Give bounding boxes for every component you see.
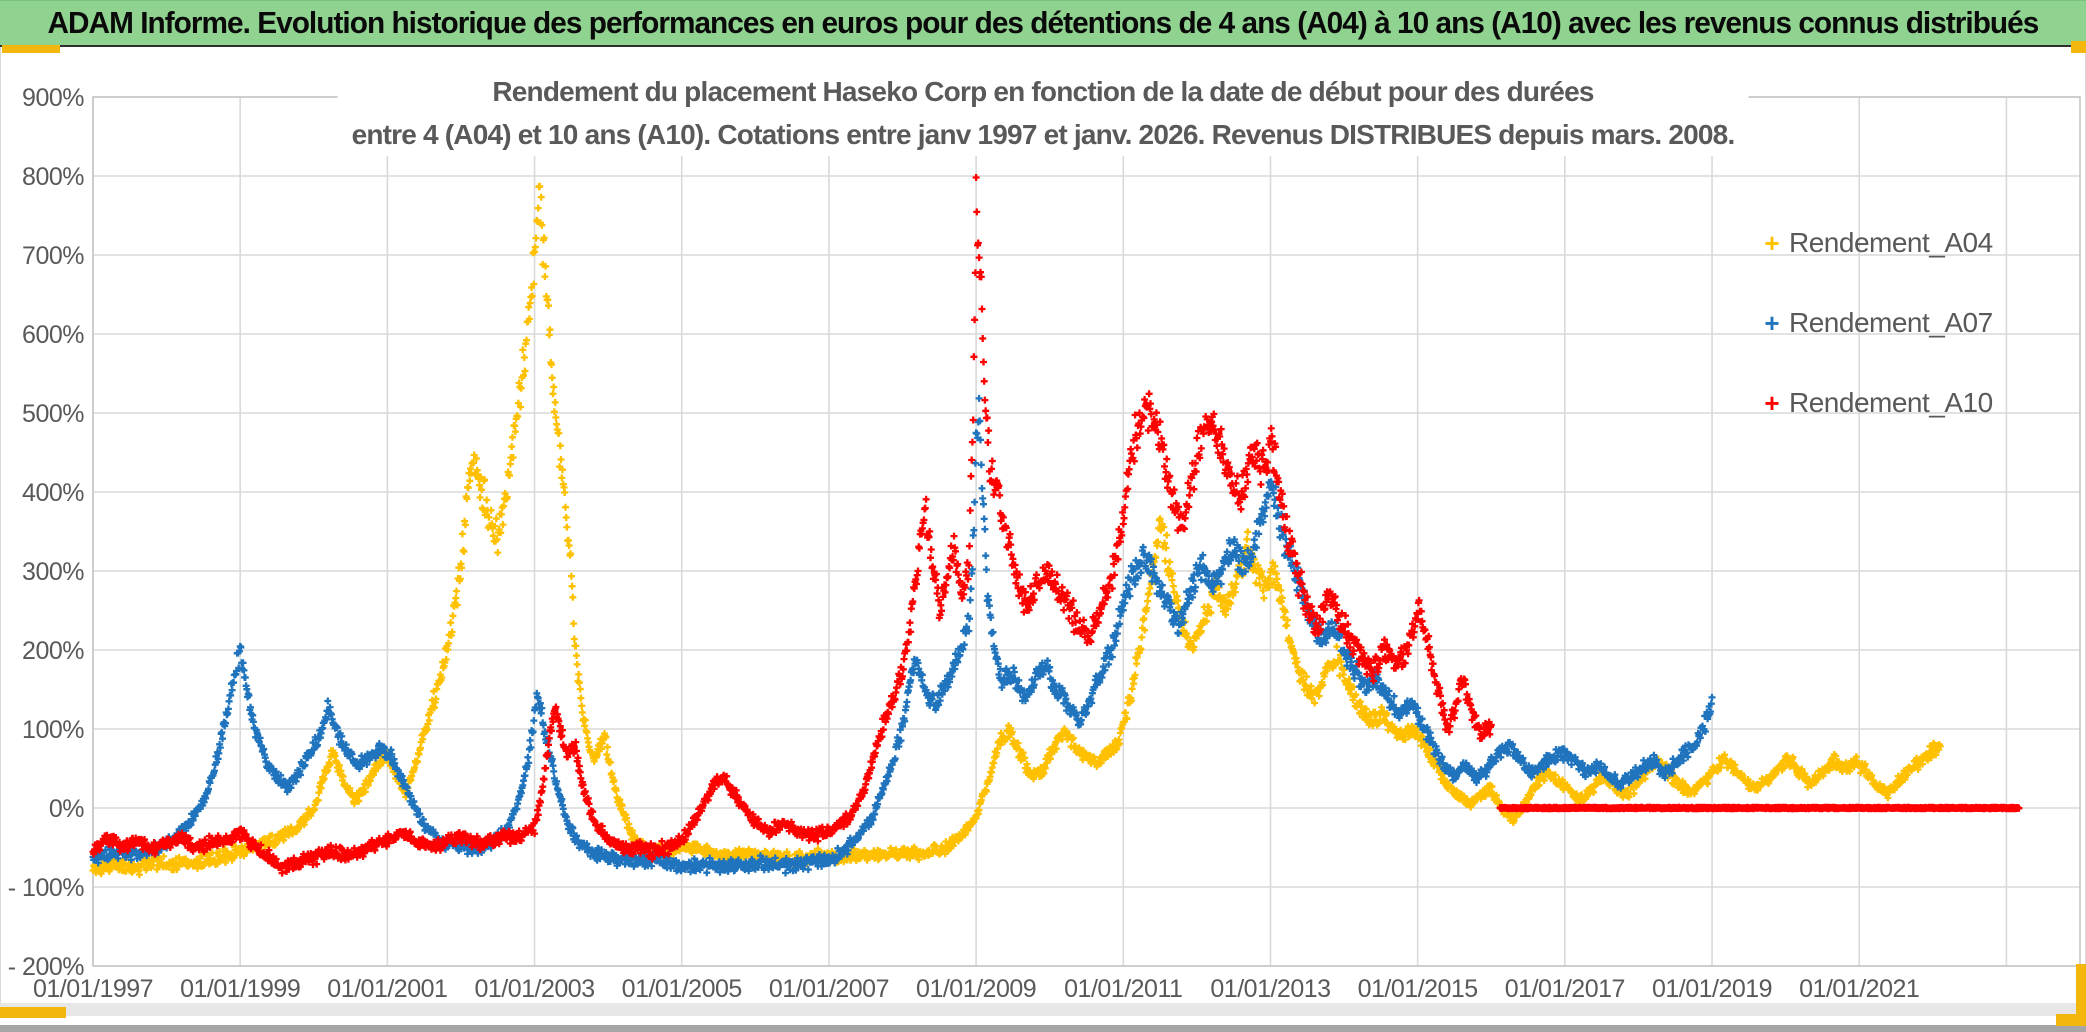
y-axis-tick-label: - 200%: [8, 953, 84, 981]
x-axis-tick-label: 01/01/2007: [769, 975, 889, 1003]
y-axis-tick-label: 400%: [22, 479, 84, 507]
x-axis-tick-label: 01/01/2015: [1358, 975, 1478, 1003]
y-axis-tick-label: 0%: [49, 795, 84, 823]
y-axis-tick-label: 600%: [22, 321, 84, 349]
plus-marker-icon: +: [1764, 308, 1780, 338]
x-axis-tick-label: 01/01/2019: [1652, 975, 1772, 1003]
chart-area[interactable]: [0, 46, 2086, 1003]
y-axis-tick-label: 300%: [22, 558, 84, 586]
y-axis-tick-label: 500%: [22, 400, 84, 428]
x-axis-tick-label: 01/01/2021: [1799, 975, 1919, 1003]
x-axis-tick-label: 01/01/1999: [180, 975, 300, 1003]
x-axis-tick-label: 01/01/2003: [474, 975, 594, 1003]
y-axis-tick-label: - 100%: [8, 874, 84, 902]
chart-title-line2: entre 4 (A04) et 10 ans (A10). Cotations…: [351, 119, 1736, 150]
legend-label: Rendement_A07: [1789, 307, 1993, 338]
x-axis-tick-label: 01/01/2013: [1210, 975, 1330, 1003]
selection-handle-top-left: [2, 45, 60, 53]
banner-title-text: ADAM Informe. Evolution historique des p…: [47, 5, 2040, 40]
x-axis-tick-label: 01/01/2001: [327, 975, 447, 1003]
chart-legend: + Rendement_A04 + Rendement_A07 + Rendem…: [1755, 203, 1993, 443]
selection-handle-bottom-right-horizontal: [2056, 1014, 2086, 1026]
y-axis-tick-label: 100%: [22, 716, 84, 744]
x-axis-tick-label: 01/01/2009: [916, 975, 1036, 1003]
x-axis-tick-label: 01/01/2011: [1064, 975, 1182, 1003]
legend-label: Rendement_A04: [1789, 227, 1993, 258]
x-axis-tick-label: 01/01/2005: [622, 975, 742, 1003]
y-axis-tick-label: 800%: [22, 163, 84, 191]
series-points-Rendement_A04[interactable]: [89, 182, 1944, 879]
y-axis-tick-label: 900%: [22, 84, 84, 112]
series-points-Rendement_A10[interactable]: [89, 174, 2023, 877]
selection-handle-bottom-left: [0, 1007, 66, 1018]
legend-item-rendement-a07[interactable]: + Rendement_A07: [1755, 283, 1993, 363]
selection-handle-top-right: [2071, 41, 2086, 53]
banner-title-bar: ADAM Informe. Evolution historique des p…: [0, 0, 2086, 47]
legend-label: Rendement_A10: [1789, 387, 1993, 418]
chart-title: Rendement du placement Haseko Corp en fo…: [337, 70, 1749, 156]
selection-handle-bottom-right-vertical: [2076, 964, 2086, 1024]
legend-item-rendement-a10[interactable]: + Rendement_A10: [1755, 363, 1993, 443]
plus-marker-icon: +: [1764, 228, 1780, 258]
legend-item-rendement-a04[interactable]: + Rendement_A04: [1755, 203, 1993, 283]
bottom-gray-strip: [0, 1003, 2086, 1016]
plus-marker-icon: +: [1764, 388, 1780, 418]
y-axis-tick-label: 700%: [22, 242, 84, 270]
chart-title-line1: Rendement du placement Haseko Corp en fo…: [492, 76, 1594, 107]
x-axis-tick-label: 01/01/2017: [1505, 975, 1625, 1003]
x-axis-tick-label: 01/01/1997: [33, 975, 153, 1003]
y-axis-tick-label: 200%: [22, 637, 84, 665]
bottom-edge-bar: [0, 1025, 2086, 1032]
